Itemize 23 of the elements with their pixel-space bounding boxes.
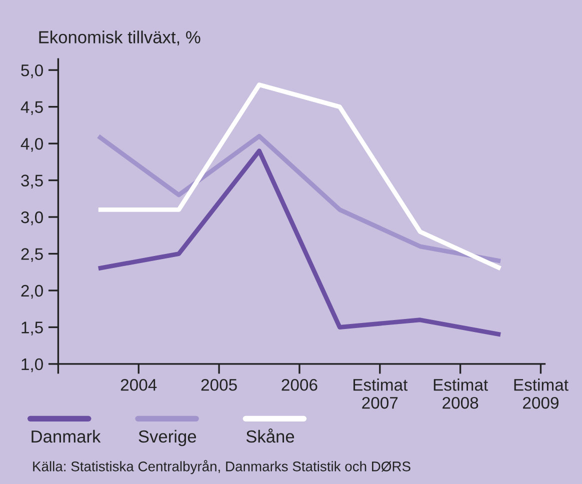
y-tick-label: 1,5 bbox=[22, 322, 43, 336]
legend-label: Sverige bbox=[138, 430, 196, 446]
y-tick-label: 4,5 bbox=[20, 101, 43, 115]
line-series bbox=[96, 134, 503, 264]
x-tick-label: Estimat 2007 bbox=[353, 378, 408, 409]
y-tick-label: 1,0 bbox=[22, 358, 43, 372]
y-tick-label: 2,0 bbox=[21, 284, 43, 299]
x-tick-label: Estimat 2009 bbox=[514, 378, 568, 409]
legend-label: Skåne bbox=[246, 428, 294, 443]
x-tick-label: 2005 bbox=[201, 378, 237, 391]
y-tick-label: 5,0 bbox=[21, 64, 43, 78]
x-tick-label: 2006 bbox=[282, 378, 318, 391]
y-tick-label: 3,0 bbox=[21, 211, 43, 226]
line-series bbox=[96, 82, 503, 271]
text: Källa: Statistiska Centralbyrån, Danmarks Statistik och DØRS bbox=[33, 460, 410, 474]
y-axis-title: Ekonomisk tillväxt, % bbox=[39, 30, 200, 46]
x-tick-label: 2004 bbox=[120, 378, 157, 391]
x-tick-label: Estimat 2008 bbox=[434, 378, 488, 409]
y-tick-label: 4,0 bbox=[20, 138, 43, 152]
legend-label: Danmark bbox=[32, 430, 101, 443]
y-tick-label: 2,5 bbox=[21, 248, 43, 262]
line-series bbox=[96, 148, 503, 337]
y-tick-label: 3,5 bbox=[21, 174, 43, 188]
